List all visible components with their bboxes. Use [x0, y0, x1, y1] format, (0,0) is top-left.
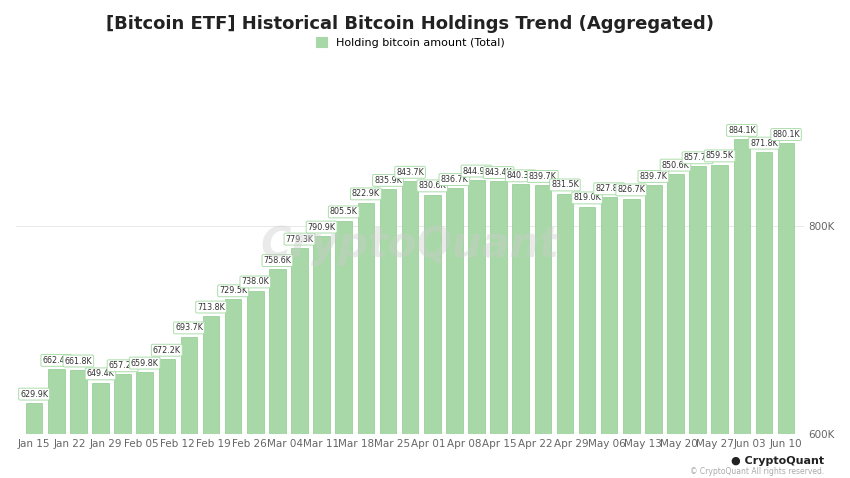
Text: 843.7K: 843.7K	[396, 168, 424, 177]
Text: 758.6K: 758.6K	[264, 256, 292, 265]
Bar	[358, 203, 374, 478]
Bar	[468, 180, 484, 478]
Text: 884.1K: 884.1K	[728, 126, 756, 135]
Text: © CryptoQuant All rights reserved.: © CryptoQuant All rights reserved.	[690, 467, 824, 476]
Bar	[711, 164, 728, 478]
Text: 672.2K: 672.2K	[153, 346, 181, 355]
Text: 659.8K: 659.8K	[131, 358, 159, 368]
Text: 649.4K: 649.4K	[87, 369, 115, 379]
Text: 790.9K: 790.9K	[308, 223, 336, 231]
Bar	[579, 206, 595, 478]
Bar	[314, 236, 330, 478]
Text: 850.6K: 850.6K	[661, 161, 689, 170]
Text: 827.8K: 827.8K	[595, 185, 623, 193]
Bar	[402, 181, 418, 478]
Bar	[380, 189, 396, 478]
Text: 738.0K: 738.0K	[241, 277, 269, 286]
Bar	[446, 188, 462, 478]
Legend: Holding bitcoin amount (Total): Holding bitcoin amount (Total)	[311, 33, 509, 52]
Text: 844.9K: 844.9K	[462, 166, 490, 175]
Text: ● CryptoQuant: ● CryptoQuant	[731, 456, 824, 466]
Text: 779.3K: 779.3K	[286, 235, 314, 244]
Bar	[247, 291, 264, 478]
Bar	[734, 139, 751, 478]
Text: 859.5K: 859.5K	[706, 152, 734, 161]
Bar	[689, 166, 706, 478]
Bar	[114, 374, 131, 478]
Text: 713.8K: 713.8K	[197, 303, 225, 312]
Text: 661.8K: 661.8K	[65, 357, 92, 366]
Bar	[48, 369, 65, 478]
Bar	[667, 174, 683, 478]
Text: 729.5K: 729.5K	[219, 286, 247, 295]
Bar	[336, 220, 352, 478]
Bar	[645, 185, 661, 478]
Text: CryptoQuant: CryptoQuant	[261, 224, 559, 266]
Bar	[181, 337, 197, 478]
Text: 819.0K: 819.0K	[573, 194, 601, 202]
Text: 871.8K: 871.8K	[750, 139, 778, 148]
Text: 836.7K: 836.7K	[440, 175, 468, 184]
Bar	[490, 181, 507, 478]
Bar	[756, 152, 773, 478]
Bar	[26, 403, 42, 478]
Bar	[269, 269, 286, 478]
Bar	[203, 316, 219, 478]
Text: 839.7K: 839.7K	[529, 172, 557, 181]
Text: 835.9K: 835.9K	[374, 176, 402, 185]
Bar	[601, 197, 617, 478]
Text: 826.7K: 826.7K	[617, 185, 645, 195]
Bar	[225, 299, 241, 478]
Bar	[292, 248, 308, 478]
Bar	[557, 194, 573, 478]
Bar	[424, 195, 440, 478]
Text: 662.4K: 662.4K	[42, 356, 71, 365]
Text: 805.5K: 805.5K	[330, 207, 358, 217]
Bar	[778, 143, 795, 478]
Title: [Bitcoin ETF] Historical Bitcoin Holdings Trend (Aggregated): [Bitcoin ETF] Historical Bitcoin Holding…	[106, 15, 714, 33]
Bar	[70, 369, 87, 478]
Text: 839.7K: 839.7K	[639, 172, 667, 181]
Text: 843.4K: 843.4K	[484, 168, 513, 177]
Text: 657.2K: 657.2K	[109, 361, 137, 370]
Bar	[513, 185, 529, 478]
Text: 880.1K: 880.1K	[773, 130, 800, 139]
Text: 830.6K: 830.6K	[418, 181, 446, 190]
Text: 693.7K: 693.7K	[175, 324, 203, 332]
Text: 822.9K: 822.9K	[352, 189, 380, 198]
Bar	[136, 372, 153, 478]
Bar	[623, 198, 639, 478]
Bar	[535, 185, 551, 478]
Bar	[159, 359, 175, 478]
Text: 840.3K: 840.3K	[507, 171, 535, 180]
Text: 629.9K: 629.9K	[20, 390, 48, 399]
Bar	[92, 382, 109, 478]
Text: 831.5K: 831.5K	[551, 181, 579, 189]
Text: 857.7K: 857.7K	[683, 153, 711, 162]
